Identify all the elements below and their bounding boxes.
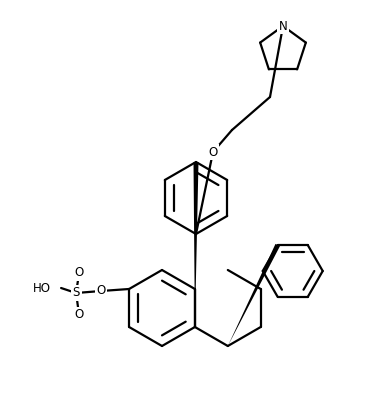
Text: O: O <box>208 145 217 158</box>
Text: O: O <box>74 308 84 322</box>
Polygon shape <box>194 162 198 327</box>
Polygon shape <box>228 244 280 346</box>
Text: O: O <box>74 267 84 280</box>
Text: HO: HO <box>33 282 51 295</box>
Text: N: N <box>279 19 287 32</box>
Text: O: O <box>96 284 106 297</box>
Text: S: S <box>72 286 80 299</box>
